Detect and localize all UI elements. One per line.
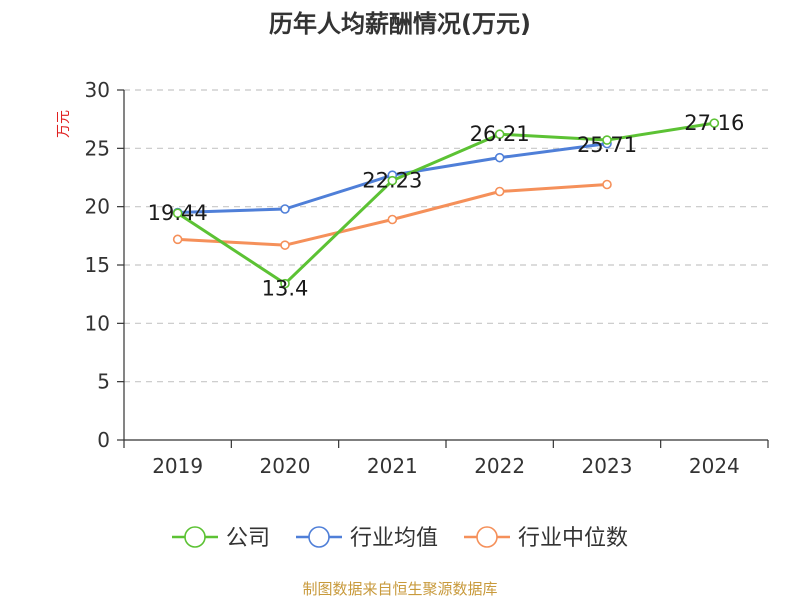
legend-label: 公司 <box>226 526 270 551</box>
y-tick-label: 25 <box>85 136 110 160</box>
chart-title: 历年人均薪酬情况(万元) <box>269 10 531 38</box>
series-lines <box>172 118 720 289</box>
data-label: 19.44 <box>148 201 208 225</box>
gridlines <box>124 89 768 383</box>
legend-item[interactable]: 行业均值 <box>296 526 438 551</box>
legend-marker <box>476 526 498 548</box>
data-point <box>602 135 612 145</box>
data-label: 27.16 <box>684 111 744 135</box>
data-label: 26.21 <box>470 122 530 146</box>
data-point <box>172 234 183 245</box>
legend-label: 行业均值 <box>350 526 438 551</box>
data-point <box>387 175 398 186</box>
data-label: 22.23 <box>362 169 422 193</box>
y-tick-label: 10 <box>85 311 110 335</box>
y-tick-label: 20 <box>85 195 110 219</box>
source-note: 制图数据来自恒生聚源数据库 <box>302 580 497 598</box>
legend[interactable]: 公司 行业均值 行业中位数 <box>172 526 628 551</box>
legend-marker <box>184 526 206 548</box>
data-point <box>280 278 290 289</box>
data-label: 25.71 <box>577 133 637 157</box>
y-tick-label: 0 <box>97 428 110 452</box>
legend-item[interactable]: 行业中位数 <box>464 526 628 551</box>
axes: 0 5 10 15 20 25 30 2019 2020 2021 2022 2023 2024 <box>85 78 769 478</box>
data-point <box>280 204 290 214</box>
data-point <box>709 118 720 128</box>
data-label: 13.4 <box>262 277 309 301</box>
x-tick-label: 2024 <box>689 454 740 478</box>
data-point <box>494 129 505 140</box>
x-tick-label: 2020 <box>260 454 311 478</box>
data-point <box>494 152 505 163</box>
series-line <box>176 121 715 286</box>
y-tick-label: 5 <box>97 370 110 394</box>
y-axis-label: 万元 <box>56 110 72 138</box>
data-point <box>602 179 612 190</box>
y-tick-label: 30 <box>85 78 110 102</box>
y-tick-label: 15 <box>85 253 110 277</box>
data-point <box>172 208 183 218</box>
x-tick-label: 2023 <box>582 454 633 478</box>
data-point <box>280 240 290 250</box>
data-point <box>494 186 505 197</box>
legend-marker <box>308 526 330 548</box>
data-labels: 19.44 13.4 22.23 26.21 25.71 27.16 <box>148 111 745 301</box>
x-tick-label: 2021 <box>367 454 418 478</box>
x-tick-label: 2019 <box>152 454 203 478</box>
data-point <box>387 214 398 225</box>
legend-item[interactable]: 公司 <box>172 526 270 551</box>
x-tick-label: 2022 <box>474 454 525 478</box>
legend-label: 行业中位数 <box>518 526 628 551</box>
